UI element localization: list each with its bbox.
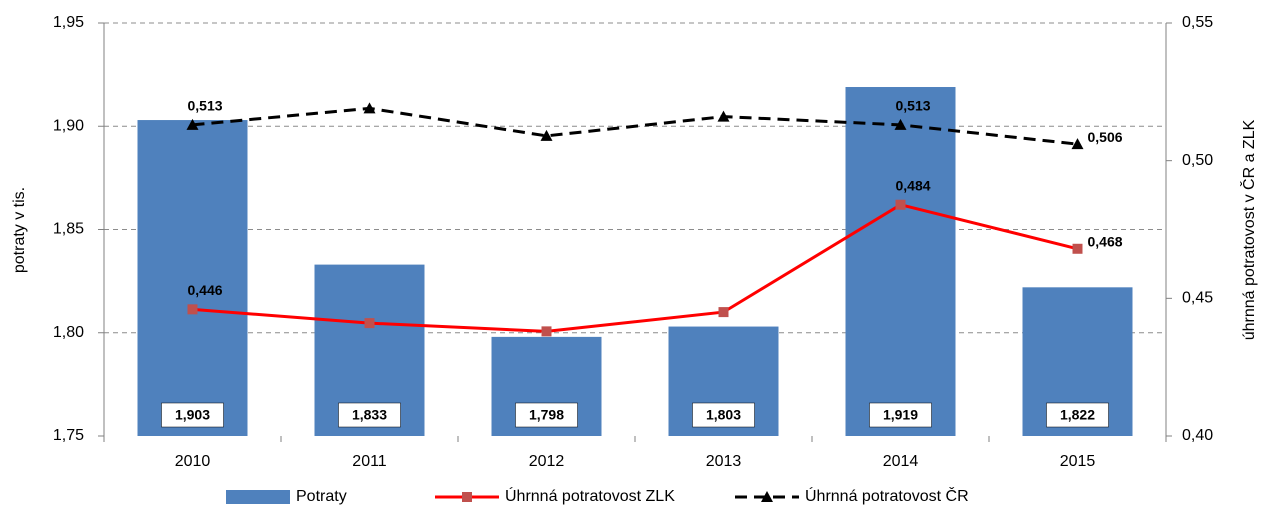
value-label: 0,484 [896, 177, 931, 193]
marker [1073, 244, 1083, 254]
legend-swatch [226, 490, 290, 504]
marker [188, 304, 198, 314]
y2-tick-label: 0,45 [1182, 290, 1213, 307]
y-axis-title: potraty v tis. [11, 187, 28, 273]
legend-label: Úhrnná potratovost ČR [805, 486, 969, 505]
value-label: 0,513 [188, 98, 223, 114]
value-label: 0,446 [188, 282, 223, 298]
y-tick-label: 1,90 [53, 117, 84, 134]
x-tick-label: 2010 [175, 453, 211, 470]
y2-tick-label: 0,40 [1182, 427, 1213, 444]
x-tick-label: 2011 [352, 453, 387, 470]
x-tick-label: 2014 [883, 453, 919, 470]
legend-marker [462, 492, 472, 502]
legend-label: Potraty [296, 488, 347, 505]
x-tick-label: 2013 [706, 453, 742, 470]
y2-axis-title: úhrnná potratovost v ČR a ZLK [1239, 119, 1258, 340]
y-tick-label: 1,80 [53, 324, 84, 341]
value-label: 1,803 [706, 407, 741, 423]
marker [896, 200, 906, 210]
value-label: 0,468 [1088, 233, 1123, 249]
value-label: 0,506 [1088, 129, 1123, 145]
x-tick-label: 2012 [529, 453, 565, 470]
y-tick-label: 1,75 [53, 427, 84, 444]
y-tick-label: 1,95 [53, 14, 84, 31]
value-label: 1,903 [175, 407, 210, 423]
value-label: 1,833 [352, 407, 387, 423]
y2-tick-label: 0,55 [1182, 14, 1213, 31]
value-label: 0,513 [896, 98, 931, 114]
marker [542, 326, 552, 336]
y-tick-label: 1,85 [53, 221, 84, 238]
y2-tick-label: 0,50 [1182, 152, 1213, 169]
value-label: 1,919 [883, 407, 918, 423]
bar [138, 120, 248, 436]
value-label: 1,798 [529, 407, 564, 423]
marker [719, 307, 729, 317]
legend-label: Úhrnná potratovost ZLK [505, 486, 675, 505]
x-tick-label: 2015 [1060, 453, 1096, 470]
value-label: 1,822 [1060, 407, 1095, 423]
bar [846, 87, 956, 436]
marker [365, 318, 375, 328]
chart: potraty v tis. úhrnná potratovost v ČR a… [0, 0, 1263, 520]
